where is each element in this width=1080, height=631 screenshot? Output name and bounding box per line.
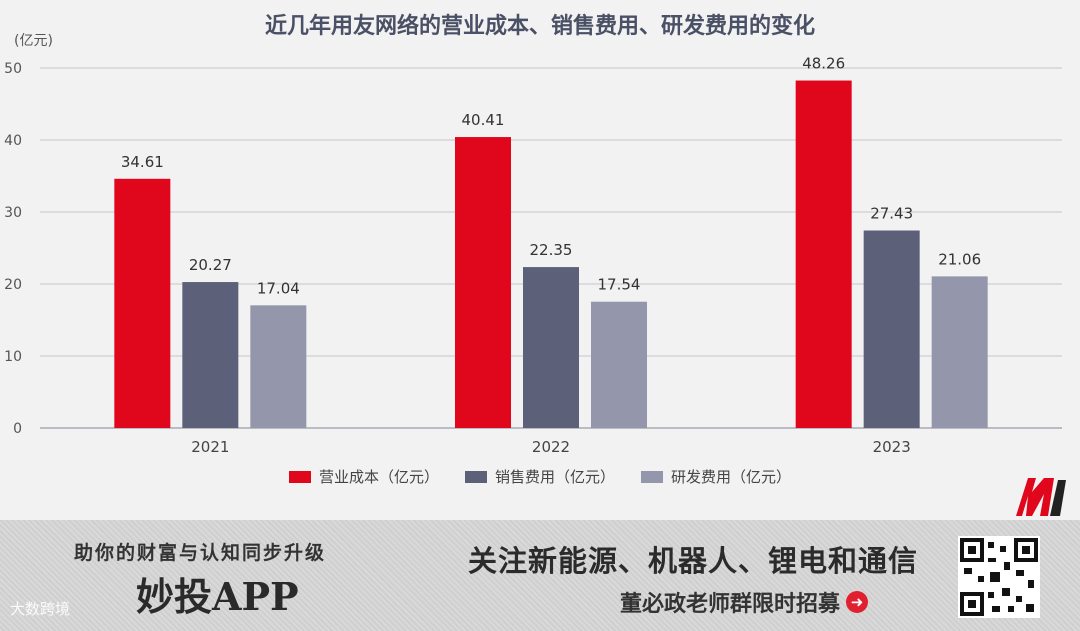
- bar: [250, 305, 307, 428]
- data-label: 34.61: [121, 153, 164, 171]
- y-tick-label: 20: [4, 277, 22, 293]
- chart-area: 近几年用友网络的营业成本、销售费用、研发费用的变化 (亿元) 0 10 20 30 40…: [0, 0, 1080, 520]
- watermark-text: 大数跨境: [10, 600, 71, 618]
- bar: [114, 178, 171, 428]
- bar: [523, 267, 579, 428]
- data-label: 17.04: [257, 279, 300, 297]
- bar: [863, 230, 920, 428]
- banner-slogan: 助你的财富与认知同步升级: [74, 542, 327, 564]
- legend-item-sales: 销售费用（亿元）: [464, 466, 615, 487]
- y-tick-label: 30: [4, 205, 22, 221]
- promo-banner[interactable]: 助你的财富与认知同步升级 妙投APP 大数跨境 关注新能源、机器人、锂电和通信 …: [0, 520, 1080, 631]
- bar: [931, 276, 988, 428]
- qr-code-icon: [958, 536, 1040, 618]
- arrow-right-circle-icon[interactable]: ➜: [846, 591, 869, 613]
- y-tick-label: 50: [4, 61, 22, 77]
- legend-item-rd: 研发费用（亿元）: [641, 466, 791, 487]
- x-tick-label: 2021: [191, 438, 229, 456]
- legend-swatch: [288, 470, 311, 483]
- y-tick-label: 40: [4, 133, 22, 149]
- bar: [591, 301, 647, 428]
- y-tick-label: 0: [13, 421, 22, 437]
- bar-chart: 0 10 20 30 40 50 34.61 20.27 17.04 2021 40.41 22.35…: [4, 55, 1062, 456]
- chart-title: 近几年用友网络的营业成本、销售费用、研发费用的变化: [264, 14, 815, 39]
- banner-cta-label: 董必政老师群限时招募: [620, 592, 841, 617]
- banner-headline: 关注新能源、机器人、锂电和通信: [468, 544, 919, 578]
- x-tick-label: 2023: [873, 438, 911, 456]
- brand-logo-icon: [1016, 478, 1066, 516]
- legend-swatch: [641, 470, 663, 483]
- data-label: 27.43: [870, 205, 913, 223]
- legend-swatch: [464, 470, 487, 483]
- data-label: 20.27: [189, 256, 232, 274]
- legend-item-cost: 营业成本（亿元）: [288, 466, 439, 487]
- bar: [795, 80, 852, 428]
- x-tick-label: 2022: [532, 438, 570, 456]
- bar: [182, 282, 239, 428]
- data-label: 48.26: [802, 55, 845, 73]
- chart-legend: 营业成本（亿元） 销售费用（亿元） 研发费用（亿元）: [0, 466, 1080, 487]
- y-axis-unit-label: (亿元): [14, 33, 53, 49]
- bar: [455, 137, 511, 428]
- data-label: 17.54: [598, 276, 641, 294]
- y-tick-label: 10: [4, 349, 22, 365]
- data-label: 22.35: [530, 241, 573, 259]
- legend-label: 销售费用（亿元）: [494, 468, 615, 486]
- legend-label: 研发费用（亿元）: [671, 468, 792, 486]
- legend-label: 营业成本（亿元）: [318, 468, 439, 486]
- banner-cta[interactable]: 董必政老师群限时招募 ➜: [620, 586, 869, 618]
- data-label: 21.06: [938, 250, 981, 268]
- banner-app-name: 妙投APP: [136, 574, 299, 619]
- data-label: 40.41: [462, 111, 505, 129]
